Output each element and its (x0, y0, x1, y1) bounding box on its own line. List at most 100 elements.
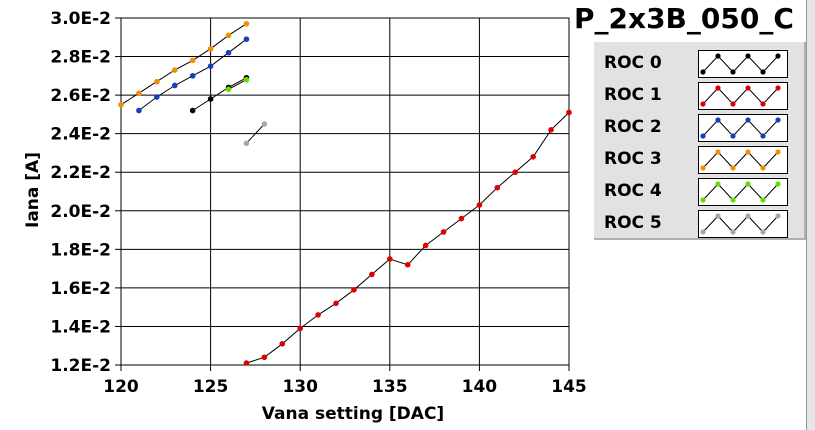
y-tick-label: 2.8E-2 (50, 48, 111, 68)
legend-marker (745, 85, 751, 91)
y-tick-label: 2.2E-2 (50, 163, 111, 183)
legend-line (702, 183, 779, 201)
legend-marker (760, 165, 766, 171)
data-point (225, 49, 232, 56)
data-point (207, 46, 214, 52)
data-point (207, 96, 214, 102)
legend-swatch (698, 146, 788, 174)
legend-swatch-graphic (700, 181, 781, 203)
data-point (512, 169, 519, 176)
legend-marker (775, 85, 781, 91)
legend-marker (715, 53, 721, 59)
legend-item: ROC 3 (594, 146, 804, 174)
y-tick-label: 2.0E-2 (50, 202, 111, 222)
legend-swatch-graphic (700, 117, 781, 139)
data-point (387, 256, 393, 262)
data-point (404, 261, 411, 268)
plot-frame (120, 17, 570, 366)
data-point (261, 354, 268, 361)
data-point (243, 140, 250, 147)
legend-marker (700, 133, 706, 139)
legend-label: ROC 3 (604, 149, 662, 169)
data-point (351, 287, 357, 293)
legend-marker (730, 101, 736, 107)
legend-marker (775, 181, 781, 187)
legend-swatch-graphic (700, 149, 781, 171)
legend-marker (715, 213, 721, 219)
y-tick-label: 1.8E-2 (50, 240, 111, 260)
legend-swatch-graphic (700, 213, 781, 235)
data-point (297, 325, 304, 332)
data-point (315, 312, 321, 318)
legend-marker (745, 149, 751, 155)
legend-marker (745, 53, 751, 59)
series-line (228, 79, 247, 90)
vertical-scrollbar[interactable] (806, 0, 815, 430)
legend-line (702, 87, 779, 105)
y-tick-label: 1.6E-2 (50, 279, 111, 299)
data-point (440, 229, 447, 235)
legend-marker (730, 197, 736, 203)
legend-marker (745, 117, 751, 123)
series-line (192, 77, 247, 111)
legend-swatch-graphic (700, 53, 781, 75)
x-tick-label: 120 (103, 377, 139, 397)
legend-marker (760, 197, 766, 203)
data-point (243, 20, 250, 27)
legend-marker (775, 117, 781, 123)
legend-label: ROC 2 (604, 117, 662, 137)
graph-title: P_2x3B_050_C (574, 2, 794, 35)
series-3 (118, 20, 250, 108)
legend-item: ROC 2 (594, 114, 804, 142)
legend-marker (730, 133, 736, 139)
data-point (494, 184, 501, 191)
data-point (422, 242, 429, 249)
legend-swatch (698, 50, 788, 78)
legend-marker (760, 101, 766, 107)
data-point (225, 86, 232, 93)
y-axis-title: Iana [A] (23, 152, 43, 228)
legend-label: ROC 4 (604, 181, 662, 201)
x-tick-label: 125 (193, 377, 229, 397)
legend-marker (760, 69, 766, 75)
data-point (189, 73, 196, 79)
series-4 (225, 76, 250, 93)
data-point (154, 94, 160, 100)
x-axis-ticks: 120 125 130 135 140 145 (103, 365, 587, 397)
series-5 (243, 121, 268, 147)
legend-item: ROC 0 (594, 50, 804, 78)
legend-marker (715, 85, 721, 91)
legend-line (702, 151, 779, 169)
legend-marker (700, 69, 706, 75)
legend-item: ROC 4 (594, 178, 804, 206)
legend-marker (700, 229, 706, 235)
legend-marker (700, 197, 706, 203)
y-tick-label: 2.6E-2 (50, 86, 111, 106)
legend-line (702, 55, 779, 73)
legend-swatch (698, 178, 788, 206)
legend-marker (775, 53, 781, 59)
data-point (243, 76, 250, 83)
x-tick-label: 135 (372, 377, 408, 397)
legend-marker (715, 149, 721, 155)
data-point (243, 360, 250, 366)
data-point (189, 107, 196, 114)
series-layer (118, 20, 572, 366)
data-point (171, 82, 178, 89)
data-point (530, 154, 536, 160)
y-tick-label: 1.2E-2 (50, 356, 111, 376)
data-point (154, 78, 160, 85)
legend-swatch (698, 114, 788, 142)
legend-label: ROC 1 (604, 85, 662, 105)
data-point (118, 101, 124, 108)
legend: ROC 0 ROC 1 ROC 2 ROC 3 ROC 4 ROC 5 (594, 42, 806, 240)
data-point (136, 107, 142, 114)
legend-swatch (698, 82, 788, 110)
data-point (171, 67, 178, 73)
legend-line (702, 119, 779, 137)
x-axis-title: Vana setting [DAC] (262, 404, 444, 424)
legend-marker (745, 181, 751, 187)
data-point (207, 63, 214, 69)
data-point (136, 90, 142, 96)
x-tick-label: 145 (551, 377, 587, 397)
